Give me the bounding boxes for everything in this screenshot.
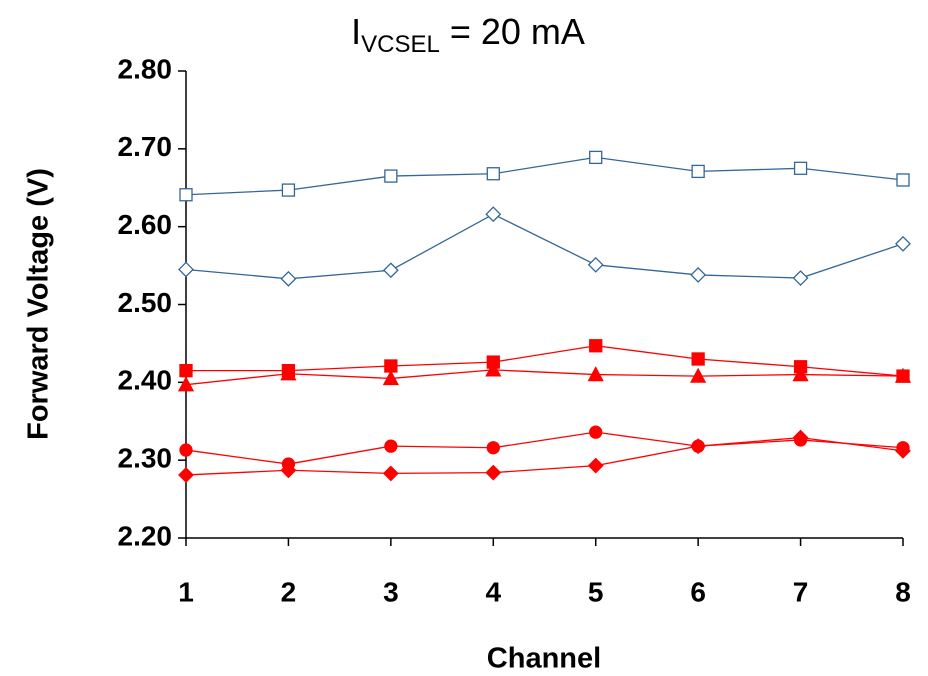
marker bbox=[179, 443, 193, 457]
marker bbox=[382, 465, 399, 482]
marker bbox=[485, 206, 502, 223]
marker bbox=[589, 425, 603, 439]
title-subscript: VCSEL bbox=[361, 31, 440, 58]
marker bbox=[485, 361, 502, 377]
x-tick-label: 1 bbox=[178, 576, 194, 607]
marker bbox=[589, 150, 603, 165]
marker bbox=[691, 164, 705, 179]
marker bbox=[177, 376, 195, 392]
marker bbox=[894, 367, 912, 383]
x-tick-label: 8 bbox=[895, 576, 911, 607]
marker bbox=[589, 339, 603, 353]
marker bbox=[691, 352, 705, 366]
marker bbox=[690, 267, 707, 283]
marker bbox=[384, 169, 398, 183]
marker bbox=[792, 366, 809, 382]
series-line bbox=[186, 345, 904, 377]
x-tick-label: 6 bbox=[690, 576, 706, 607]
x-tick-label: 5 bbox=[588, 576, 604, 607]
marker bbox=[895, 235, 911, 252]
y-tick-label: 2.50 bbox=[118, 287, 173, 318]
series-line bbox=[185, 156, 904, 196]
marker bbox=[793, 161, 808, 175]
marker bbox=[280, 365, 297, 381]
marker bbox=[178, 261, 194, 278]
x-tick-label: 4 bbox=[485, 576, 501, 607]
marker bbox=[587, 256, 604, 273]
y-tick-label: 2.40 bbox=[118, 365, 173, 396]
x-tick-label: 3 bbox=[383, 576, 399, 607]
marker bbox=[179, 364, 193, 378]
x-tick-label: 2 bbox=[281, 576, 297, 607]
y-axis-title: Forward Voltage (V) bbox=[23, 168, 55, 440]
marker bbox=[486, 167, 500, 181]
marker bbox=[690, 367, 707, 383]
marker bbox=[792, 270, 809, 286]
marker bbox=[382, 262, 399, 279]
marker bbox=[178, 467, 194, 483]
chart-title: IVCSEL = 20 mA bbox=[351, 11, 585, 59]
title-rest: = 20 mA bbox=[440, 11, 585, 52]
y-tick-label: 2.80 bbox=[118, 53, 173, 84]
marker bbox=[485, 464, 502, 481]
series-line bbox=[185, 436, 904, 476]
marker bbox=[587, 366, 604, 382]
x-tick-label: 7 bbox=[793, 576, 809, 607]
marker bbox=[690, 438, 707, 455]
y-tick-label: 2.20 bbox=[118, 520, 173, 551]
marker bbox=[895, 442, 911, 459]
marker bbox=[179, 188, 193, 202]
marker bbox=[281, 183, 296, 197]
marker bbox=[587, 457, 604, 474]
series-line bbox=[185, 213, 904, 280]
marker bbox=[382, 370, 399, 386]
y-tick-label: 2.30 bbox=[118, 443, 173, 474]
series-line bbox=[185, 369, 904, 386]
marker bbox=[280, 462, 297, 479]
y-tick-label: 2.70 bbox=[118, 131, 173, 162]
x-axis-title: Channel bbox=[487, 643, 601, 675]
title-main: I bbox=[351, 11, 361, 52]
marker bbox=[280, 270, 297, 287]
series-line bbox=[185, 431, 904, 465]
y-tick-label: 2.60 bbox=[118, 209, 173, 240]
marker bbox=[896, 173, 910, 187]
marker bbox=[792, 429, 809, 446]
marker bbox=[486, 441, 500, 455]
marker bbox=[384, 439, 398, 453]
